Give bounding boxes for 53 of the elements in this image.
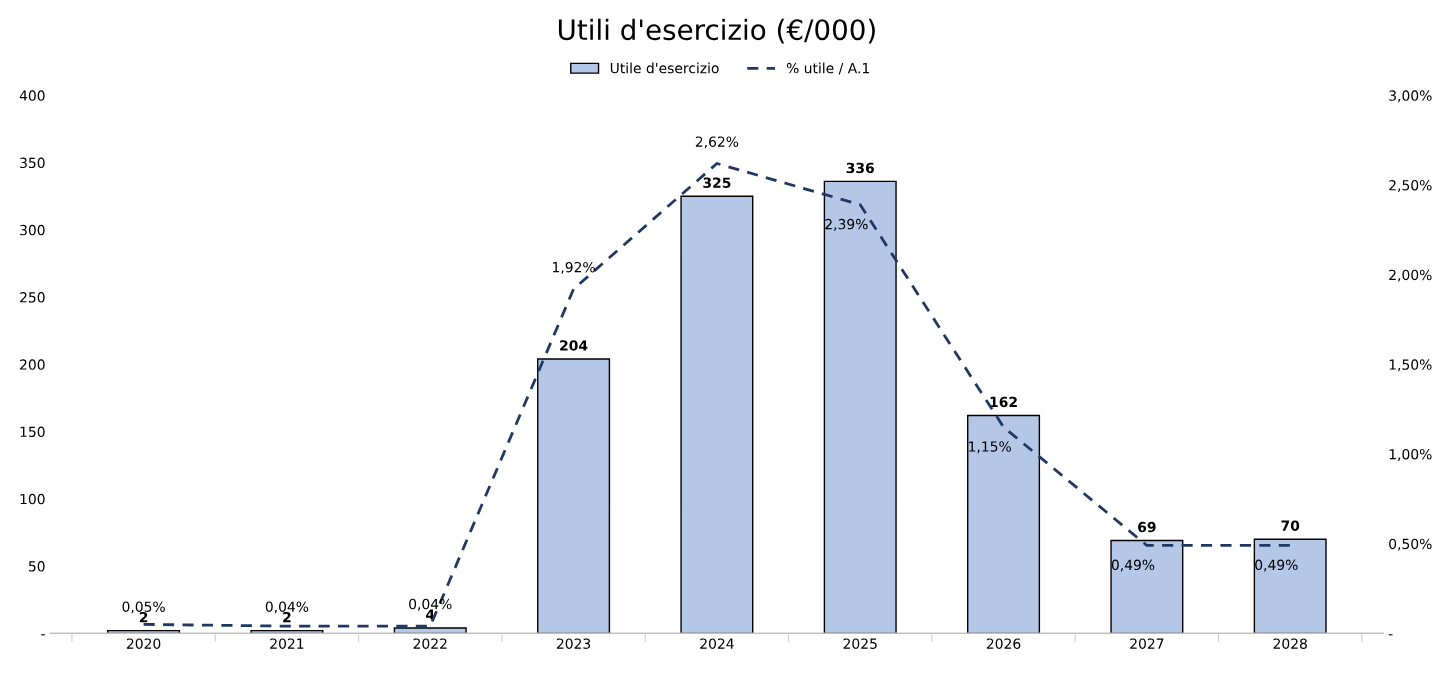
data-label: 336: [846, 162, 874, 174]
bar: [823, 180, 897, 634]
data-label: 69: [1138, 521, 1156, 533]
data-label: 325: [703, 177, 731, 188]
y-tick-label: -: [41, 634, 45, 636]
y2-tick-label: 1,50%: [1389, 359, 1432, 372]
data-label: 70: [1281, 520, 1300, 531]
data-label: 204: [560, 340, 588, 351]
bar: [1110, 539, 1184, 634]
y2-tick-label: 2,00%: [1389, 269, 1432, 282]
y-tick-label: 50: [28, 561, 45, 572]
y2-tick-label: 1,00%: [1389, 448, 1432, 461]
x-tick-label: 2024: [700, 638, 734, 649]
legend-label: % utile / A.1: [786, 62, 869, 75]
data-label: 0,04%: [409, 598, 452, 611]
y2-tick-label: 0,50%: [1389, 538, 1432, 551]
y-tick-label: 300: [20, 224, 45, 236]
y-tick-label: 200: [20, 359, 45, 370]
data-label: 0,05%: [122, 601, 165, 614]
data-label: 1,92%: [553, 261, 595, 274]
data-label: 4: [426, 609, 435, 620]
data-label: 1,15%: [969, 441, 1011, 454]
x-tick-label: 2028: [1273, 638, 1307, 649]
data-label: 2,39%: [825, 218, 868, 231]
data-label: 2: [139, 611, 148, 623]
x-tick-label: 2023: [556, 638, 591, 649]
y-tick-label: 400: [19, 90, 45, 101]
x-tick-label: 2021: [270, 638, 304, 649]
y-tick-label: 100: [20, 493, 45, 505]
x-tick-label: 2026: [986, 638, 1021, 649]
data-label: 0,49%: [1111, 559, 1155, 572]
y2-tick-label: -: [1388, 634, 1393, 636]
data-label: 2,62%: [695, 136, 739, 149]
x-tick-label: 2027: [1130, 638, 1164, 649]
data-label: 0,04%: [265, 601, 309, 614]
y-tick-label: 250: [20, 292, 45, 303]
data-label: 162: [990, 396, 1017, 408]
chart-title: Utili d'esercizio (€/000): [558, 18, 875, 44]
y-tick-label: 150: [20, 426, 45, 438]
x-tick-label: 2020: [126, 638, 161, 649]
y2-tick-label: 2,50%: [1389, 179, 1432, 192]
bar: [537, 358, 611, 634]
data-label: 0,49%: [1255, 559, 1298, 572]
y-tick-label: 350: [20, 157, 45, 169]
bar: [1253, 538, 1327, 634]
bar: [967, 414, 1041, 634]
x-tick-label: 2022: [413, 638, 447, 649]
x-tick-label: 2025: [843, 638, 877, 649]
legend-label: Utile d'esercizio: [610, 62, 719, 74]
y2-tick-label: 3,00%: [1389, 90, 1432, 103]
data-label: 2: [283, 611, 291, 623]
bar: [393, 627, 467, 634]
bar: [680, 195, 754, 634]
